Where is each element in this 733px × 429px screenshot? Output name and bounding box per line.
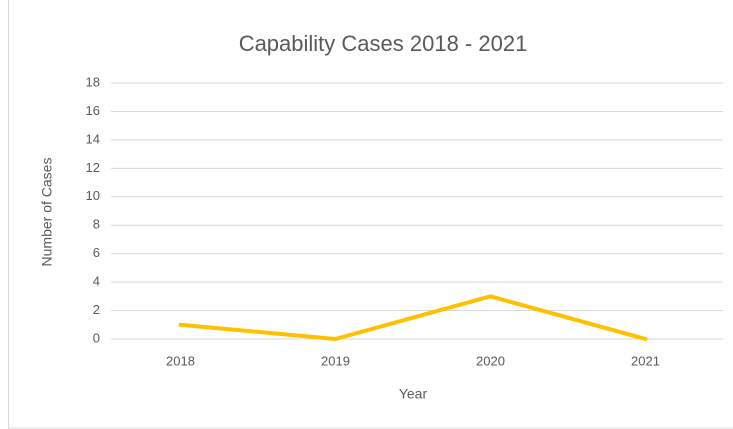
y-tick-label: 8 xyxy=(93,217,100,232)
y-tick-label: 6 xyxy=(93,245,100,260)
y-tick-label: 16 xyxy=(86,103,100,118)
x-tick-label: 2021 xyxy=(631,353,660,368)
line-series xyxy=(178,294,648,341)
chart-title: Capability Cases 2018 - 2021 xyxy=(239,31,528,56)
y-tick-label: 12 xyxy=(86,160,100,175)
x-tick-label: 2019 xyxy=(321,353,350,368)
y-tick-label: 10 xyxy=(86,188,100,203)
chart-frame xyxy=(8,0,733,429)
y-tick-label: 18 xyxy=(86,74,100,89)
x-axis-label: Year xyxy=(399,386,428,402)
x-tick-label: 2020 xyxy=(476,353,505,368)
y-axis-label: Number of Cases xyxy=(39,158,55,267)
y-tick-label: 14 xyxy=(86,131,100,146)
y-tick-label: 0 xyxy=(93,330,100,345)
y-tick-label: 4 xyxy=(93,274,100,289)
y-tick-label: 2 xyxy=(93,302,100,317)
x-tick-label: 2018 xyxy=(166,353,195,368)
